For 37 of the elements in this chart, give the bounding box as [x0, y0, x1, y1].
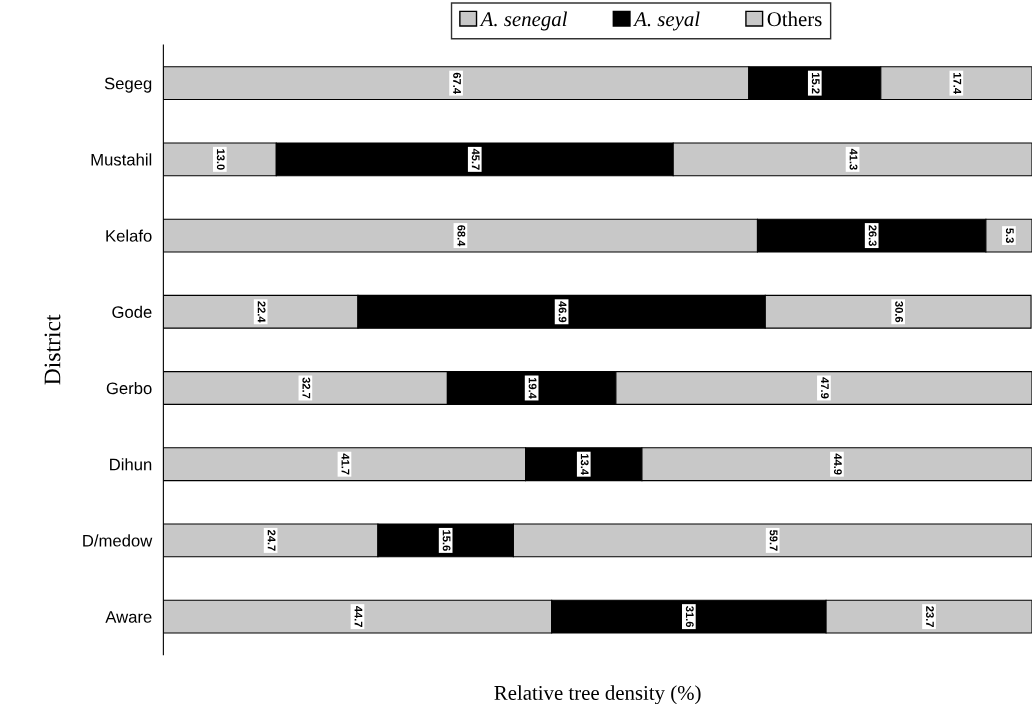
data-label: 24.7	[267, 529, 276, 551]
legend-label: Others	[767, 11, 822, 27]
data-label: 13.4	[580, 454, 589, 475]
data-label: 5.3	[1005, 228, 1014, 243]
data-label: 44.7	[354, 605, 363, 627]
data-label: 17.4	[953, 73, 962, 94]
data-label: 23.7	[926, 606, 934, 627]
data-label: 31.6	[685, 606, 694, 628]
data-label: 44.9	[833, 453, 842, 475]
y-tick-label: Mustahil	[91, 153, 152, 166]
data-label: 30.6	[895, 301, 904, 323]
data-label: 41.3	[849, 148, 858, 170]
y-tick-label: Segeg	[104, 77, 152, 93]
data-label: 59.7	[769, 529, 778, 551]
y-tick-label: D/medow	[83, 534, 153, 547]
data-label: 15.6	[442, 530, 451, 551]
data-label: 26.3	[868, 225, 877, 246]
legend-label: A. seyal	[633, 11, 700, 31]
y-tick-label: Dihun	[110, 458, 152, 471]
data-label: 67.4	[453, 72, 461, 94]
data-label: 46.9	[558, 301, 567, 323]
data-label: 19.4	[528, 377, 537, 399]
data-label: 68.4	[457, 225, 466, 247]
y-tick-label: Kelafo	[106, 229, 152, 242]
data-label: 45.7	[471, 148, 480, 170]
data-label: 41.7	[341, 453, 350, 475]
y-tick-label: Aware	[105, 611, 152, 623]
data-label: 22.4	[257, 301, 266, 323]
data-label: 15.2	[811, 73, 820, 94]
legend-label: A. senegal	[479, 11, 568, 31]
y-tick-label: Gode	[112, 305, 152, 318]
data-label: 32.7	[302, 377, 311, 399]
y-axis-title: District	[44, 314, 61, 385]
y-tick-label: Gerbo	[106, 381, 152, 395]
data-label: 13.0	[216, 149, 225, 170]
x-axis-title: Relative tree density (%)	[494, 685, 701, 704]
data-label: 47.9	[820, 377, 829, 399]
